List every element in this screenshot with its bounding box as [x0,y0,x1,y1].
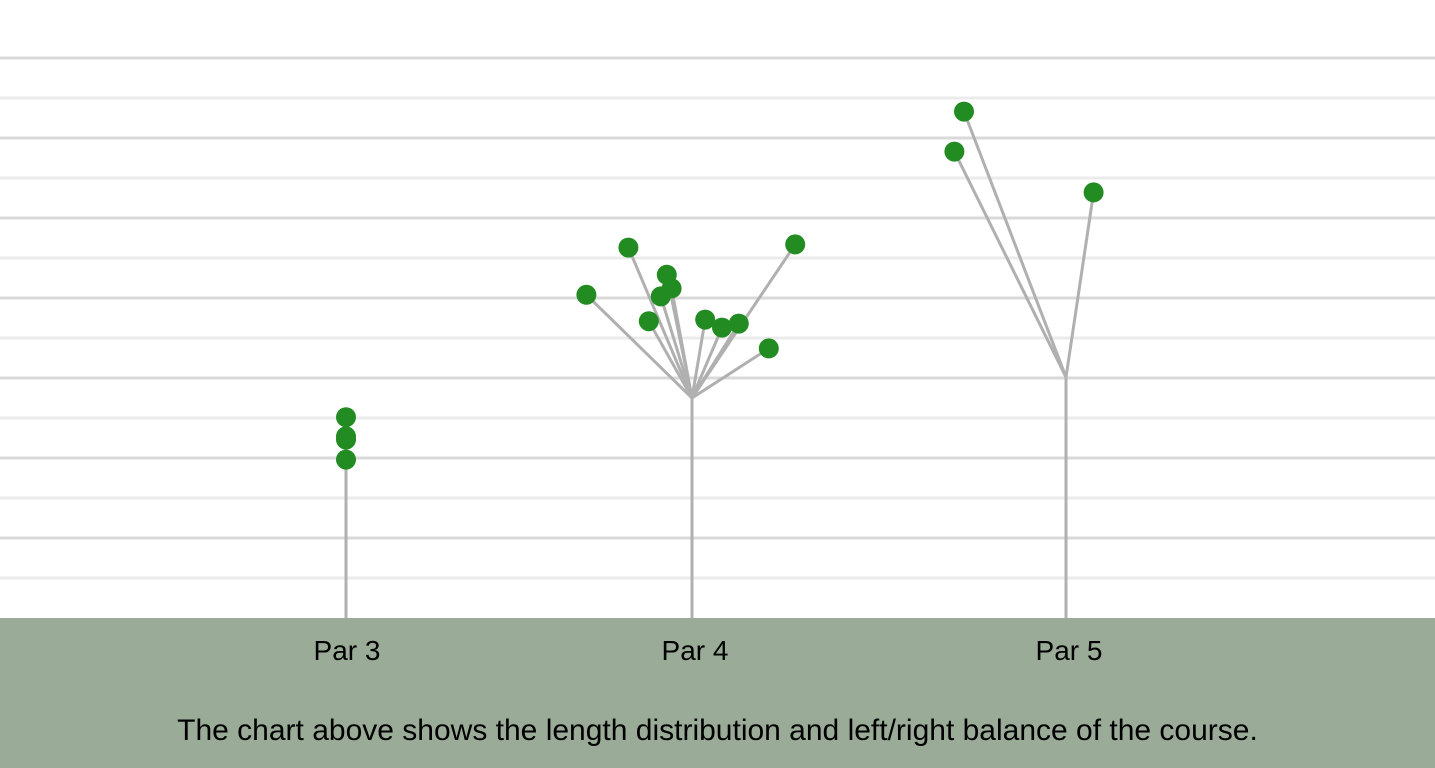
chart-footer [0,618,1435,768]
chart-caption: The chart above shows the length distrib… [177,714,1258,747]
hole-point [785,234,806,255]
hole-point [638,311,659,332]
hole-point [728,313,749,334]
branch-line [962,111,1068,378]
branch-line [690,327,724,399]
hole-point [576,284,597,305]
branch-line [670,288,694,399]
branch-line [647,320,694,399]
hole-point [954,101,974,122]
hole-point [618,237,639,258]
chart-plot [0,56,1435,618]
branch-line [691,347,770,400]
branch-line [585,293,694,400]
branch-line [953,150,1068,378]
category-label-par-3: Par 3 [313,635,381,666]
branch-line [627,247,694,399]
hole-point [661,278,682,299]
category-label-par-5: Par 5 [1035,635,1103,666]
hole-point [336,429,356,450]
branch-line [659,295,694,399]
hole-point [1083,182,1104,203]
branch-line [690,319,707,399]
hole-point [944,141,965,162]
hole-point [712,317,732,338]
category-label-par-4: Par 4 [661,635,729,666]
hole-point [758,338,779,359]
hole-point [336,449,356,470]
branch-line [1064,192,1096,378]
hole-point [336,407,356,428]
hole-point [695,309,716,330]
